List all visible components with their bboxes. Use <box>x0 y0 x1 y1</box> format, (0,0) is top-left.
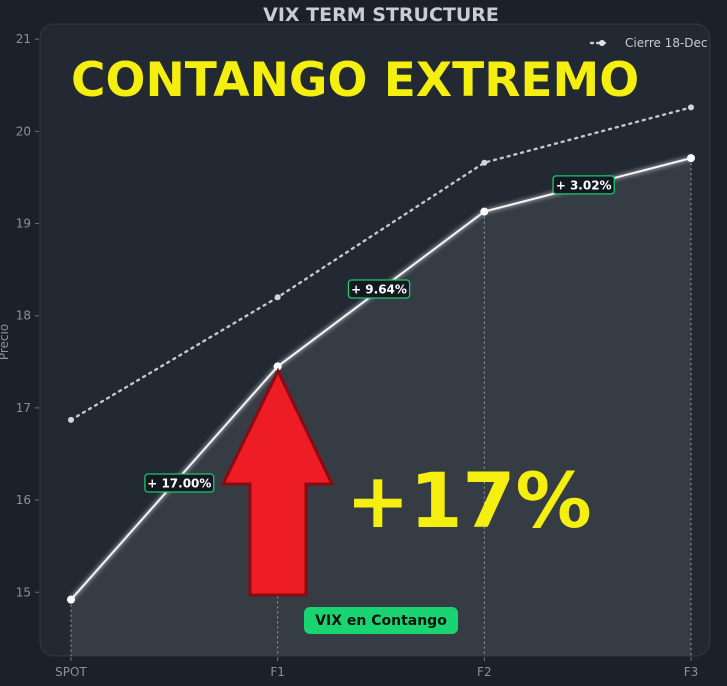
up-arrow-icon <box>220 367 335 597</box>
y-tick-label: 15 <box>16 585 31 599</box>
y-tick-label: 16 <box>16 493 31 507</box>
point-cierre <box>274 294 281 301</box>
y-tick-label: 20 <box>16 124 31 138</box>
segment-label-box <box>144 473 215 493</box>
y-tick-label: 21 <box>16 32 31 46</box>
headline: CONTANGO EXTREMO <box>71 53 639 108</box>
chart-title: VIX TERM STRUCTURE <box>263 4 499 26</box>
y-axis: 15 16 17 18 19 20 21 <box>16 32 39 599</box>
y-axis-label: Precio <box>0 324 11 360</box>
point-current <box>273 362 282 371</box>
segment-label: + 3.02% <box>556 178 612 192</box>
point-cierre <box>688 104 694 111</box>
x-tick-label: F1 <box>270 665 285 679</box>
data-points <box>67 104 695 604</box>
big-percent: +17% <box>346 456 592 545</box>
legend-marker-icon <box>599 40 605 46</box>
point-cierre <box>68 416 74 423</box>
segment-label-box <box>347 279 411 299</box>
x-tick-label: SPOT <box>55 665 87 679</box>
y-tick-label: 17 <box>16 401 31 415</box>
legend-label: Cierre 18-Dec <box>625 36 708 50</box>
x-tick-label: F2 <box>477 665 492 679</box>
badge-label: VIX en Contango <box>315 613 447 629</box>
y-tick-label: 18 <box>16 309 31 323</box>
x-axis: SPOT F1 F2 F3 <box>55 657 698 679</box>
contango-badge: VIX en Contango <box>304 607 458 634</box>
y-tick-label: 19 <box>16 217 31 231</box>
legend: Cierre 18-Dec <box>589 36 708 50</box>
segment-label: + 9.64% <box>351 283 407 297</box>
area-fill <box>71 158 691 656</box>
segment-label: + 17.00% <box>147 477 211 491</box>
point-current <box>67 595 75 604</box>
point-current <box>687 154 695 163</box>
x-tick-label: F3 <box>684 665 699 679</box>
drop-lines <box>70 158 692 656</box>
series-line-cierre <box>69 106 693 422</box>
segment-label-box <box>552 175 615 195</box>
point-cierre <box>481 159 488 166</box>
badge-background <box>304 607 458 634</box>
segment-labels: + 17.00% + 9.64% + 3.02% <box>144 175 615 493</box>
point-current <box>480 207 489 216</box>
